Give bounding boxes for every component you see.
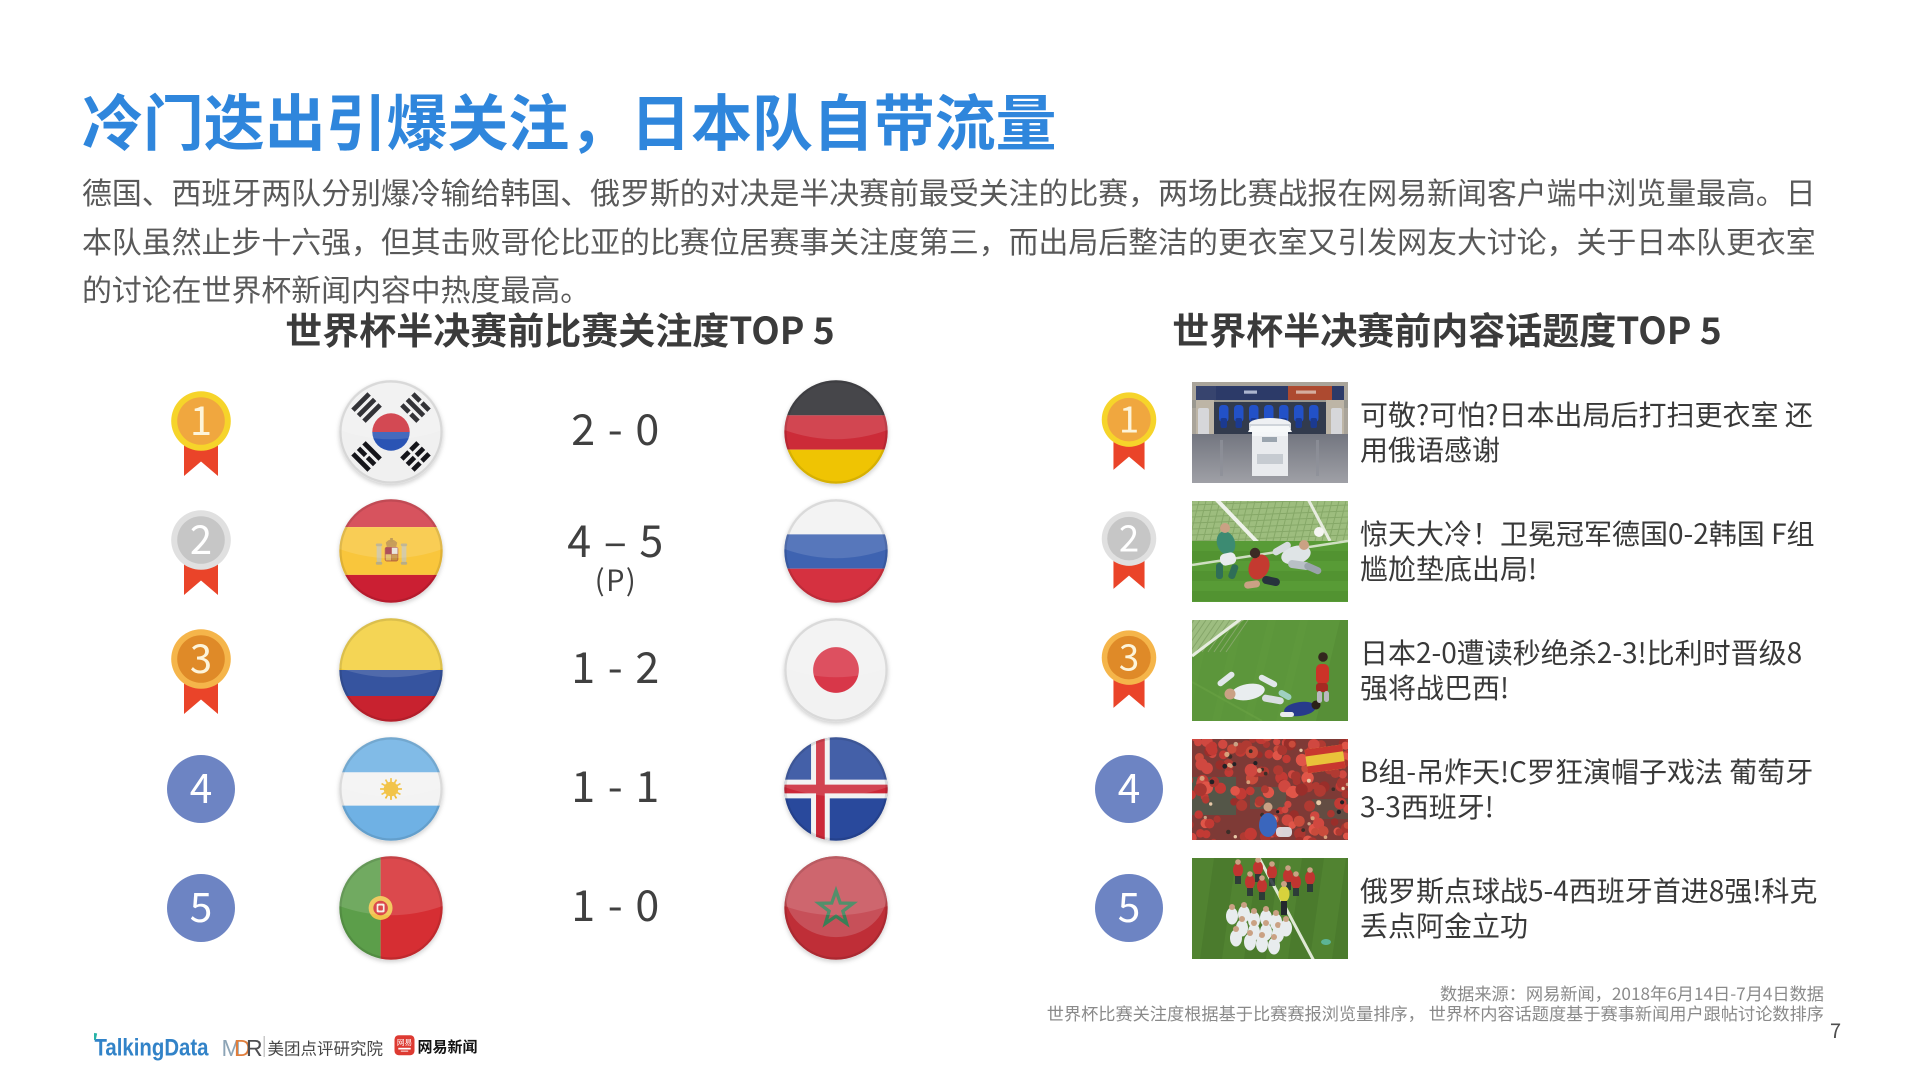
- svg-text:4: 4: [190, 756, 213, 815]
- svg-text:1: 1: [190, 390, 212, 447]
- svg-text:TalkingData: TalkingData: [95, 1035, 210, 1062]
- svg-text:M: M: [222, 1035, 241, 1061]
- svg-text:1: 1: [1119, 391, 1139, 443]
- svg-text:4: 4: [1118, 756, 1141, 815]
- svg-text:网易新闻: 网易新闻: [418, 1036, 478, 1057]
- svg-text:2: 2: [190, 509, 212, 566]
- svg-text:5: 5: [190, 875, 213, 934]
- svg-text:5: 5: [1118, 875, 1141, 934]
- svg-text:2: 2: [1119, 510, 1139, 562]
- svg-text:网易: 网易: [397, 1037, 412, 1048]
- svg-text:3: 3: [190, 628, 212, 685]
- svg-text:D: D: [234, 1035, 251, 1061]
- svg-text:3: 3: [1119, 629, 1139, 681]
- svg-text:R: R: [246, 1035, 263, 1061]
- svg-text:美团点评研究院: 美团点评研究院: [268, 1035, 384, 1059]
